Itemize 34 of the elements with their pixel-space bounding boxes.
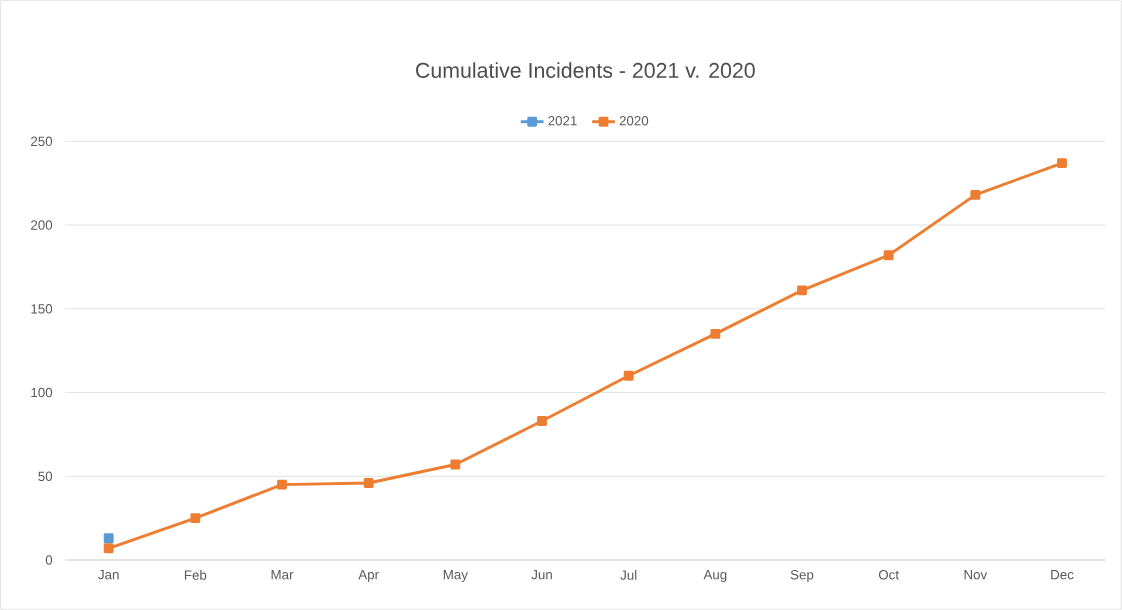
point [103, 533, 114, 544]
point [970, 189, 981, 200]
x-tick-label: Jun [531, 570, 552, 580]
point [103, 543, 114, 554]
x-tick-label: Jul [620, 570, 637, 580]
point [797, 285, 807, 296]
y-tick-label: 250 [31, 136, 53, 147]
x-tick-label: Nov [964, 570, 988, 580]
point [277, 479, 287, 490]
point [450, 459, 461, 470]
legend-label: 2020 [619, 116, 649, 126]
x-tick-label: May [443, 570, 468, 582]
x-tick-label: Mar [271, 570, 294, 580]
point [883, 250, 894, 261]
point [1057, 158, 1067, 169]
x-tick-label: Apr [358, 570, 379, 582]
y-tick-label: 150 [31, 304, 53, 314]
x-tick-label: Aug [703, 570, 727, 582]
x-tick-label: Jan [98, 570, 119, 580]
x-tick-label: Feb [184, 570, 207, 580]
legend-label: 2021 [548, 116, 577, 126]
x-tick-label: Dec [1051, 570, 1074, 580]
point [363, 478, 374, 488]
point [190, 513, 201, 524]
point [537, 416, 547, 426]
y-tick-label: 100 [31, 387, 53, 398]
point [623, 370, 634, 381]
y-tick-label: 0 [45, 555, 53, 565]
x-tick-label: Sep [790, 570, 814, 583]
x-tick-label: Oct [878, 570, 899, 580]
chart-title: Cumulative Incidents - 2021 v. 2020 [416, 62, 755, 78]
point [710, 328, 721, 339]
y-tick-label: 50 [38, 471, 53, 481]
y-tick-label: 200 [31, 220, 53, 230]
